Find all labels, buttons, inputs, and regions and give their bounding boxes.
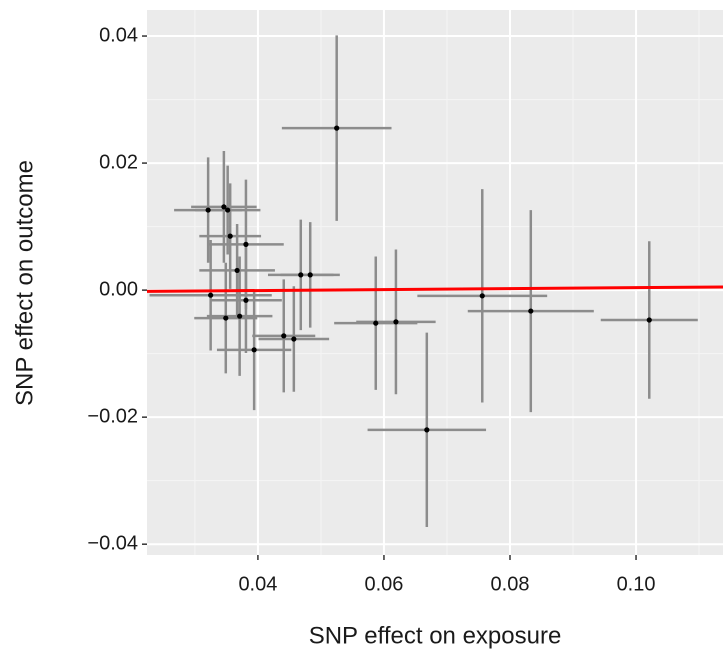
panel [147, 10, 723, 555]
point [479, 293, 485, 299]
x-tick-label: 0.04 [238, 573, 277, 595]
y-tick-label: 0.04 [99, 24, 138, 46]
point [234, 267, 240, 274]
x-tick-label: 0.06 [364, 573, 403, 595]
point [227, 233, 233, 239]
x-tick-label: 0.10 [617, 573, 656, 595]
point [243, 241, 249, 247]
point [251, 347, 257, 353]
point [243, 297, 249, 303]
y-tick-label: −0.02 [87, 405, 138, 427]
point [208, 292, 214, 298]
y-axis-title: SNP effect on outcome [11, 160, 38, 406]
point [424, 427, 430, 433]
point [393, 319, 399, 325]
point [291, 336, 297, 342]
x-axis-title: SNP effect on exposure [309, 622, 562, 649]
point [334, 125, 340, 131]
y-tick-label: −0.04 [87, 532, 138, 554]
regression-line [146, 285, 723, 293]
point [528, 308, 534, 314]
point [298, 272, 304, 278]
point [307, 272, 313, 278]
point [237, 313, 243, 319]
point [281, 333, 287, 339]
y-tick-label: 0.00 [99, 278, 138, 300]
point [225, 207, 231, 213]
x-tick-label: 0.08 [491, 573, 530, 595]
point [223, 315, 229, 321]
point [373, 320, 379, 326]
point [646, 317, 652, 323]
y-tick-label: 0.02 [99, 151, 138, 173]
point [221, 204, 227, 210]
point [205, 207, 211, 213]
